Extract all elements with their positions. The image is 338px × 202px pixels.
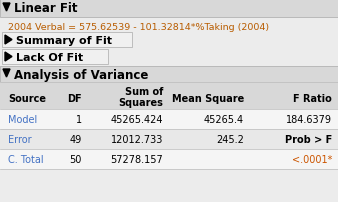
Text: Squares: Squares [118,98,163,107]
Text: Prob > F: Prob > F [285,134,332,144]
Bar [0,0,338,18]
Text: 1: 1 [76,115,82,124]
Text: <.0001*: <.0001* [292,154,332,164]
Polygon shape [5,53,12,62]
Polygon shape [3,4,10,12]
Text: Summary of Fit: Summary of Fit [16,36,112,46]
Text: F Ratio: F Ratio [293,94,332,103]
Text: Analysis of Variance: Analysis of Variance [14,69,148,82]
Text: 184.6379: 184.6379 [286,115,332,124]
Text: C. Total: C. Total [8,154,44,164]
Text: 45265.424: 45265.424 [111,115,163,124]
Text: 50: 50 [70,154,82,164]
Polygon shape [5,36,12,45]
Text: 245.2: 245.2 [216,134,244,144]
Text: Lack Of Fit: Lack Of Fit [16,53,83,63]
Bar [0,149,338,169]
Text: 57278.157: 57278.157 [110,154,163,164]
Bar [0,67,338,83]
Text: 12012.733: 12012.733 [111,134,163,144]
Text: Mean Square: Mean Square [172,94,244,103]
Text: 45265.4: 45265.4 [204,115,244,124]
Bar [2,50,108,65]
Bar [2,33,132,48]
Polygon shape [3,70,10,78]
Text: 49: 49 [70,134,82,144]
Bar [0,129,338,149]
Text: Model: Model [8,115,37,124]
Text: DF: DF [67,94,82,103]
Text: Source: Source [8,94,46,103]
Bar [0,109,338,129]
Text: 2004 Verbal = 575.62539 - 101.32814*%Taking (2004): 2004 Verbal = 575.62539 - 101.32814*%Tak… [8,22,269,31]
Text: Error: Error [8,134,32,144]
Text: Sum of: Sum of [125,87,163,97]
Bar [0,83,338,109]
Text: Linear Fit: Linear Fit [14,2,77,15]
